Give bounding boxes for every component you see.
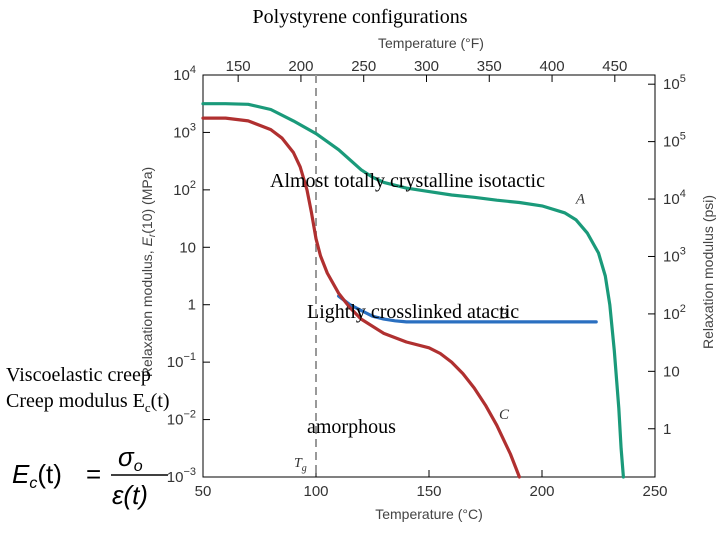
plot-area xyxy=(202,74,656,478)
y-tick-base: 10 xyxy=(167,469,184,486)
series-group: A B C xyxy=(201,102,626,479)
y2-tick-label: 1 xyxy=(663,421,671,438)
y2-tick-exponent: 3 xyxy=(680,245,686,257)
y-axis-label-prefix: Relaxation modulus, xyxy=(139,246,155,377)
series-label-b: B xyxy=(499,306,508,322)
y2-tick-base: 1 xyxy=(663,421,671,438)
series-line-b xyxy=(337,294,598,324)
label-crosslinked: Lightly crosslinked atactic xyxy=(307,301,520,323)
y-axis-label: Relaxation modulus, Er(10) (MPa) xyxy=(139,167,158,377)
x2-tick-label: 450 xyxy=(602,58,627,75)
svg-text:Ec(t): Ec(t) xyxy=(12,459,62,492)
tg-label: Tg xyxy=(294,456,307,474)
y2-tick-base: 10 xyxy=(663,363,680,380)
y-tick-label: 10−2 xyxy=(167,409,196,429)
y-tick-exponent: −1 xyxy=(183,351,196,363)
y-tick-base: 1 xyxy=(188,297,196,314)
y2-tick-label: 10 xyxy=(663,363,680,380)
y-tick-base: 10 xyxy=(167,412,184,429)
y-axis-label-symbol: E xyxy=(139,236,155,246)
y2-tick-base: 10 xyxy=(663,76,680,93)
y2-tick-exponent: 2 xyxy=(680,303,686,315)
y-tick-base: 10 xyxy=(179,239,196,256)
series-label-c: C xyxy=(499,407,510,423)
y-tick-exponent: −3 xyxy=(183,466,196,478)
x-tick-label: 150 xyxy=(416,483,441,500)
y-tick-label: 103 xyxy=(173,121,196,141)
y-tick-label: 10−3 xyxy=(167,466,196,486)
y2-axis-label: Relaxation modulus (psi) xyxy=(700,195,716,349)
y2-tick-exponent: 4 xyxy=(680,188,686,200)
y-tick-exponent: 2 xyxy=(190,179,196,191)
y2-tick-label: 102 xyxy=(663,303,686,323)
creep-modulus-sub: c xyxy=(144,400,151,415)
svg-text:σo: σo xyxy=(118,442,143,475)
tg-label-main: T xyxy=(294,456,303,471)
creep-modulus-formula: Ec(t) = σo ε(t) xyxy=(12,442,168,510)
series-label-a: A xyxy=(575,191,586,207)
y-tick-label: 10 xyxy=(179,239,196,256)
series-line-a xyxy=(201,102,626,479)
y-tick-base: 10 xyxy=(173,124,190,141)
y-tick-exponent: 3 xyxy=(190,121,196,133)
y-tick-base: 10 xyxy=(173,182,190,199)
formula-sigma-sub: o xyxy=(134,458,143,475)
y-tick-exponent: −2 xyxy=(183,409,196,421)
y-tick-label: 104 xyxy=(173,64,196,84)
y-tick-base: 10 xyxy=(173,67,190,84)
series-line-c xyxy=(201,116,522,479)
y-tick-label: 1 xyxy=(188,297,196,314)
y2-tick-base: 10 xyxy=(663,191,680,208)
creep-modulus-prefix: Creep modulus E xyxy=(6,390,145,412)
tg-label-sub: g xyxy=(302,463,307,474)
y-tick-label: 10−1 xyxy=(167,351,196,371)
y2-tick-exponent: 5 xyxy=(680,73,686,85)
formula-sigma: σ xyxy=(118,442,135,472)
y2-tick-base: 10 xyxy=(663,248,680,265)
x-tick-label: 200 xyxy=(529,483,554,500)
x-tick-label: 250 xyxy=(642,483,667,500)
creep-modulus-suffix: (t) xyxy=(150,390,170,412)
y2-tick-exponent: 5 xyxy=(680,131,686,143)
y2-tick-label: 105 xyxy=(663,73,686,93)
y2-tick-base: 10 xyxy=(663,306,680,323)
x-tick-label: 50 xyxy=(195,483,212,500)
x2-tick-label: 150 xyxy=(226,58,251,75)
formula-equals: = xyxy=(86,459,101,489)
y-tick-label: 102 xyxy=(173,179,196,199)
x2-axis-label: Temperature (°F) xyxy=(378,35,484,51)
y-axis-label-sub: r xyxy=(147,233,158,237)
slide-title: Polystyrene configurations xyxy=(252,6,468,28)
x2-tick-label: 250 xyxy=(351,58,376,75)
y2-tick-label: 104 xyxy=(663,188,686,208)
formula-e-sub: c xyxy=(29,475,37,492)
x2-tick-label: 300 xyxy=(414,58,439,75)
x-axis-label: Temperature (°C) xyxy=(375,506,483,522)
x2-tick-label: 400 xyxy=(540,58,565,75)
y2-tick-label: 105 xyxy=(663,131,686,151)
formula-epsilon: ε(t) xyxy=(112,480,148,510)
y-axis-label-suffix: (10) (MPa) xyxy=(139,167,155,234)
x2-tick-label: 350 xyxy=(477,58,502,75)
y2-tick-base: 10 xyxy=(663,134,680,151)
label-crystalline: Almost totally crystalline isotactic xyxy=(270,170,545,192)
label-amorphous: amorphous xyxy=(307,416,396,438)
y2-tick-label: 103 xyxy=(663,245,686,265)
y-tick-base: 10 xyxy=(167,354,184,371)
side-text-line1: Viscoelastic creep xyxy=(6,364,151,386)
x2-tick-label: 200 xyxy=(288,58,313,75)
formula-e: E xyxy=(12,459,30,489)
y-tick-exponent: 4 xyxy=(190,64,196,76)
formula-e-arg: (t) xyxy=(37,459,62,489)
side-text-line2: Creep modulus Ec(t) xyxy=(6,388,170,421)
x-tick-label: 100 xyxy=(303,483,328,500)
